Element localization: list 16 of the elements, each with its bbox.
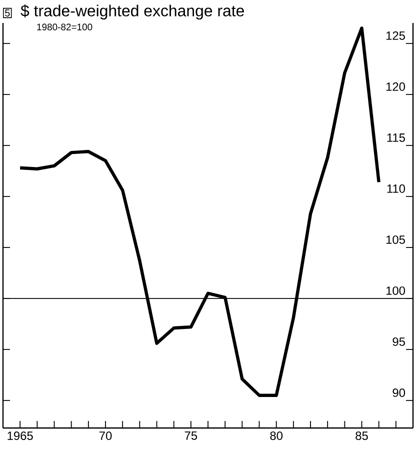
- chart-title: $ trade-weighted exchange rate: [20, 4, 244, 20]
- y-tick-label: 110: [387, 184, 406, 193]
- y-tick-label: 125: [386, 31, 405, 40]
- text: 5: [5, 10, 10, 16]
- x-tick-label: 85: [356, 432, 368, 440]
- x-tick-label: 75: [184, 432, 198, 440]
- x-tick-label: 70: [99, 432, 112, 440]
- chart-subtitle: 1980-82=100: [37, 24, 92, 30]
- y-tick-label: 95: [392, 337, 405, 346]
- y-tick-label: 105: [386, 235, 405, 244]
- y-tick-label: 120: [386, 82, 406, 91]
- x-tick-label: 1965: [8, 432, 33, 440]
- y-tick-label: 100: [386, 286, 406, 295]
- y-tick-label: 90: [392, 388, 406, 397]
- y-tick-label: 115: [387, 134, 405, 142]
- x-tick-label: 80: [270, 432, 283, 440]
